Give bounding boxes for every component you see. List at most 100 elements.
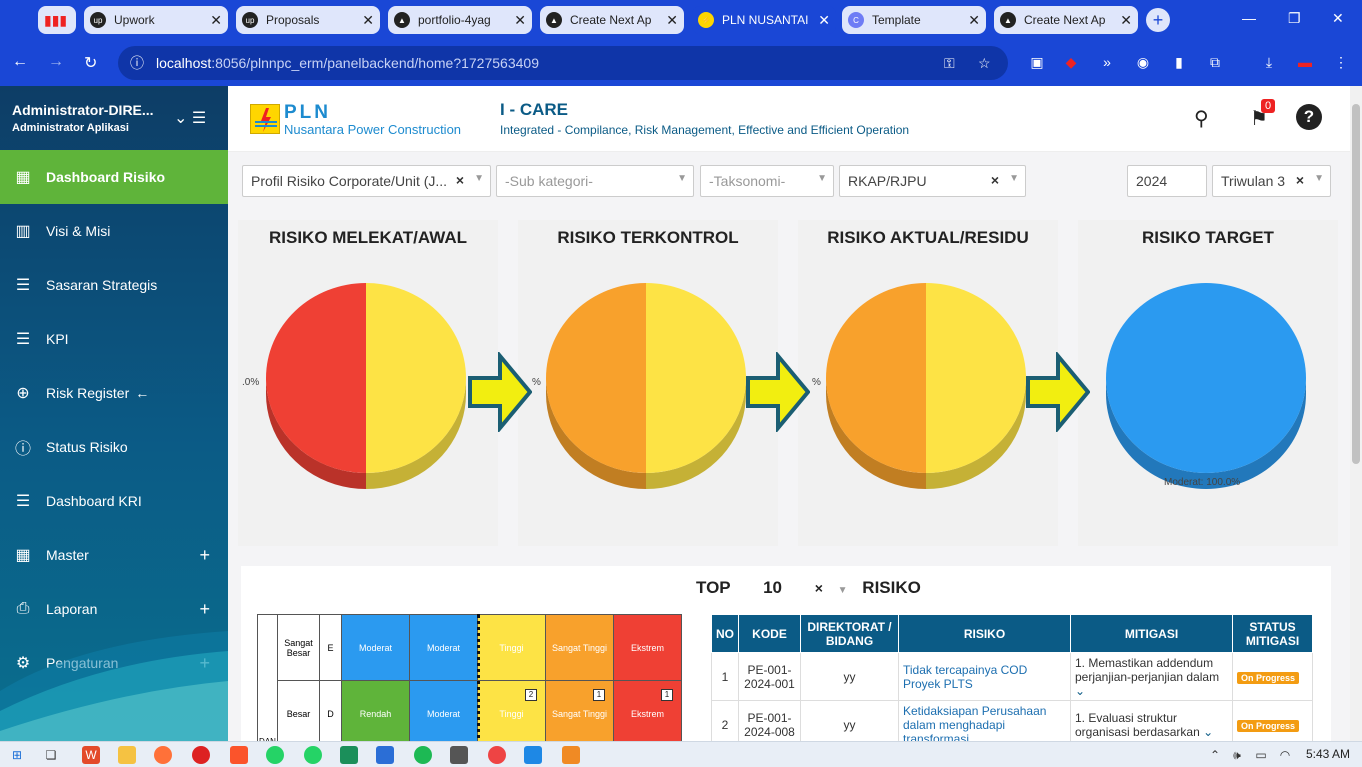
battery-icon[interactable]: ▭: [1255, 748, 1267, 762]
matrix-cell[interactable]: Ekstrem 1: [613, 680, 682, 747]
maximize-icon[interactable]: ❐: [1288, 10, 1301, 26]
clear-icon[interactable]: ×: [814, 580, 823, 596]
rkap-select[interactable]: RKAP/RJPU × ▼: [839, 165, 1026, 197]
extension-icon[interactable]: ▮: [1175, 54, 1183, 70]
site-info-icon[interactable]: ⓘ: [130, 55, 144, 71]
xampp-icon[interactable]: [562, 746, 580, 764]
sidebar-item-kpi[interactable]: ☰ KPI: [0, 312, 228, 366]
matrix-count-badge[interactable]: 1: [661, 689, 673, 701]
extension-icon[interactable]: »: [1103, 54, 1111, 70]
sidebar-item-visi-misi[interactable]: ▥ Visi & Misi: [0, 204, 228, 258]
sidebar-item-status-risiko[interactable]: ⓘ Status Risiko: [0, 420, 228, 474]
tab-upwork[interactable]: up Upwork ✕: [84, 6, 228, 34]
tab-create-next-app[interactable]: ▲ Create Next Ap ✕: [540, 6, 684, 34]
help-icon[interactable]: ?: [1296, 104, 1322, 130]
year-input[interactable]: 2024: [1127, 165, 1207, 197]
cell-risiko[interactable]: Ketidaksiapan Perusahaan dalam menghadap…: [903, 703, 1047, 746]
top-count-select[interactable]: 10: [763, 578, 782, 597]
sub-kategori-select[interactable]: -Sub kategori- ▼: [496, 165, 694, 197]
sidebar-item-laporan[interactable]: ⎙ Laporan +: [0, 582, 228, 636]
clock[interactable]: 5:43 AM: [1306, 747, 1351, 761]
whatsapp-icon[interactable]: [304, 746, 322, 764]
tab-portfolio[interactable]: ▲ portfolio-4yag ✕: [388, 6, 532, 34]
sidebar-item-master[interactable]: ▦ Master +: [0, 528, 228, 582]
task-view-icon[interactable]: ❏: [45, 748, 57, 762]
close-tab-icon[interactable]: ✕: [1120, 11, 1132, 28]
close-tab-icon[interactable]: ✕: [666, 11, 678, 28]
matrix-count-badge[interactable]: 2: [525, 689, 537, 701]
search-icon[interactable]: ⚲: [1194, 108, 1209, 130]
triwulan-select[interactable]: Triwulan 3 × ▼: [1212, 165, 1331, 197]
sidebar-item-dashboard-kri[interactable]: ☰ Dashboard KRI: [0, 474, 228, 528]
chevron-down-icon[interactable]: ⌄: [1199, 724, 1214, 739]
spotify-icon[interactable]: [414, 746, 432, 764]
extension-icon[interactable]: ◆: [1065, 54, 1077, 70]
tab-pln[interactable]: ⚡ PLN NUSANTAI ✕: [692, 6, 836, 34]
scrollbar-thumb[interactable]: [1352, 104, 1360, 464]
reload-icon[interactable]: ↻: [84, 55, 98, 72]
matrix-cell[interactable]: Rendah: [341, 680, 410, 747]
url-input[interactable]: ⓘ localhost:8056/plnnpc_erm/panelbackend…: [118, 46, 1008, 80]
app-icon[interactable]: [192, 746, 210, 764]
app-icon[interactable]: [376, 746, 394, 764]
chrome-icon[interactable]: [488, 746, 506, 764]
profil-risiko-select[interactable]: Profil Risiko Corporate/Unit (J... × ▼: [242, 165, 491, 197]
close-tab-icon[interactable]: ✕: [210, 11, 222, 28]
download-icon[interactable]: ⤓: [1265, 54, 1273, 70]
bookmark-star-icon[interactable]: ☆: [978, 54, 991, 71]
app-icon[interactable]: [450, 746, 468, 764]
matrix-cell[interactable]: Tinggi: [477, 614, 546, 681]
chevron-down-icon[interactable]: ⌄: [1075, 683, 1086, 698]
extensions-puzzle-icon[interactable]: ⧉: [1210, 54, 1220, 70]
back-icon[interactable]: ←: [12, 53, 28, 70]
cell-risiko[interactable]: Tidak tercapainya COD Proyek PLTS: [903, 662, 1028, 691]
firefox-icon[interactable]: [154, 746, 172, 764]
sidebar-item-risk-register[interactable]: ⊕ Risk Register ←: [0, 366, 228, 420]
matrix-cell[interactable]: Moderat: [409, 614, 478, 681]
tab-create-next-app-2[interactable]: ▲ Create Next Ap ✕: [994, 6, 1138, 34]
matrix-count-badge[interactable]: 1: [593, 689, 605, 701]
tab-group-icon[interactable]: ▮▮▮: [38, 6, 76, 34]
wifi-icon[interactable]: ◠: [1279, 748, 1291, 762]
matrix-cell[interactable]: Sangat Tinggi 1: [545, 680, 614, 747]
close-tab-icon[interactable]: ✕: [514, 11, 526, 28]
menu-kebab-icon[interactable]: ⋮: [1334, 54, 1348, 70]
app-icon[interactable]: W: [82, 746, 100, 764]
matrix-cell[interactable]: Ekstrem: [613, 614, 682, 681]
close-tab-icon[interactable]: ✕: [968, 11, 980, 28]
new-tab-button[interactable]: +: [1146, 8, 1170, 32]
tab-proposals[interactable]: up Proposals ✕: [236, 6, 380, 34]
matrix-cell[interactable]: Moderat: [341, 614, 410, 681]
flag-icon[interactable]: ⚑: [1250, 108, 1268, 130]
extension-icon[interactable]: ◉: [1136, 54, 1150, 70]
chevron-up-icon[interactable]: ⌃: [1209, 748, 1221, 762]
expand-plus-icon[interactable]: +: [199, 544, 210, 565]
key-icon[interactable]: ⚿: [944, 54, 955, 71]
clear-icon[interactable]: ×: [1295, 172, 1304, 188]
matrix-cell[interactable]: Tinggi 2: [477, 680, 546, 747]
sidebar-item-sasaran-strategis[interactable]: ☰ Sasaran Strategis: [0, 258, 228, 312]
close-tab-icon[interactable]: ✕: [818, 11, 830, 28]
chevron-down-icon[interactable]: ⌄ ☰: [174, 110, 207, 127]
matrix-cell[interactable]: Moderat: [409, 680, 478, 747]
file-explorer-icon[interactable]: [118, 746, 136, 764]
expand-plus-icon[interactable]: +: [199, 598, 210, 619]
close-window-icon[interactable]: ✕: [1332, 10, 1344, 26]
vscode-icon[interactable]: [524, 746, 542, 764]
taksonomi-select[interactable]: -Taksonomi- ▼: [700, 165, 834, 197]
profile-icon[interactable]: ▬: [1298, 54, 1312, 70]
matrix-cell[interactable]: Sangat Tinggi: [545, 614, 614, 681]
extension-icon[interactable]: ▣: [1030, 54, 1044, 70]
whatsapp-icon[interactable]: [266, 746, 284, 764]
forward-icon[interactable]: →: [48, 53, 64, 70]
clear-icon[interactable]: ×: [455, 172, 464, 188]
minimize-icon[interactable]: —: [1242, 10, 1256, 26]
brave-icon[interactable]: [230, 746, 248, 764]
edge-icon[interactable]: [340, 746, 358, 764]
volume-icon[interactable]: 🕪: [1233, 748, 1241, 762]
tab-template[interactable]: C Template ✕: [842, 6, 986, 34]
windows-start-icon[interactable]: ⊞: [11, 748, 23, 762]
clear-icon[interactable]: ×: [990, 172, 999, 188]
close-tab-icon[interactable]: ✕: [362, 11, 374, 28]
sidebar-item-dashboard-risiko[interactable]: ▦ Dashboard Risiko: [0, 150, 228, 204]
